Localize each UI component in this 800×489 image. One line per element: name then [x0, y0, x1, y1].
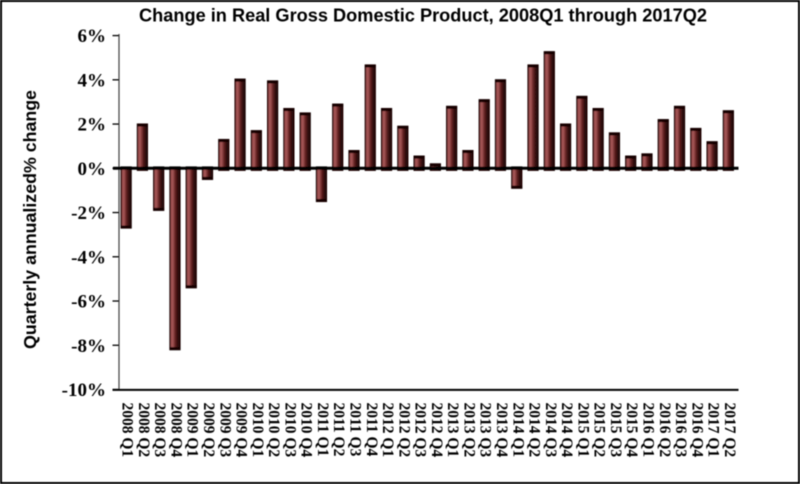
svg-text:2014 Q2: 2014 Q2: [526, 403, 543, 458]
svg-text:2010 Q3: 2010 Q3: [281, 403, 298, 458]
svg-text:2010 Q2: 2010 Q2: [265, 403, 282, 458]
svg-text:2011 Q1: 2011 Q1: [314, 403, 331, 457]
svg-text:2017 Q1: 2017 Q1: [705, 403, 722, 458]
svg-text:4%: 4%: [78, 70, 107, 91]
svg-text:2013 Q3: 2013 Q3: [477, 403, 494, 458]
svg-text:2011 Q3: 2011 Q3: [347, 403, 364, 457]
svg-text:2014 Q4: 2014 Q4: [558, 403, 575, 458]
svg-text:2016 Q1: 2016 Q1: [639, 403, 656, 458]
svg-text:2012 Q4: 2012 Q4: [428, 403, 445, 458]
svg-text:2008 Q4: 2008 Q4: [167, 403, 184, 458]
svg-text:2010 Q1: 2010 Q1: [249, 403, 266, 458]
svg-text:2009 Q1: 2009 Q1: [184, 403, 201, 458]
svg-text:2013 Q4: 2013 Q4: [493, 403, 510, 458]
svg-text:2016 Q4: 2016 Q4: [688, 403, 705, 458]
svg-text:2016 Q3: 2016 Q3: [672, 403, 689, 458]
svg-text:2008 Q1: 2008 Q1: [119, 403, 136, 458]
svg-text:2010 Q4: 2010 Q4: [298, 403, 315, 458]
svg-text:2%: 2%: [78, 115, 107, 136]
svg-text:-4%: -4%: [71, 247, 106, 268]
svg-text:2016 Q2: 2016 Q2: [656, 403, 673, 458]
svg-text:2015 Q2: 2015 Q2: [591, 403, 608, 458]
svg-text:2012 Q3: 2012 Q3: [412, 403, 429, 458]
svg-text:2015 Q4: 2015 Q4: [623, 403, 640, 458]
svg-text:-8%: -8%: [71, 336, 106, 357]
svg-text:2015 Q3: 2015 Q3: [607, 403, 624, 458]
svg-text:Change in Real Gross Domestic: Change in Real Gross Domestic Product, 2…: [139, 6, 707, 26]
svg-text:-2%: -2%: [71, 203, 106, 224]
svg-text:2013 Q1: 2013 Q1: [444, 403, 461, 458]
svg-text:2015 Q1: 2015 Q1: [574, 403, 591, 458]
svg-text:2011 Q2: 2011 Q2: [330, 403, 347, 457]
svg-text:-10%: -10%: [62, 380, 106, 401]
svg-text:2014 Q3: 2014 Q3: [542, 403, 559, 458]
svg-text:2014 Q1: 2014 Q1: [509, 403, 526, 458]
svg-text:2009 Q2: 2009 Q2: [200, 403, 217, 458]
svg-text:-6%: -6%: [71, 292, 106, 313]
svg-text:2008 Q2: 2008 Q2: [135, 403, 152, 458]
svg-text:2011 Q4: 2011 Q4: [363, 403, 380, 457]
svg-text:6%: 6%: [78, 26, 107, 47]
svg-text:2013 Q2: 2013 Q2: [460, 403, 477, 458]
svg-text:2009 Q3: 2009 Q3: [216, 403, 233, 458]
svg-text:Quarterly annualized% change: Quarterly annualized% change: [20, 90, 40, 349]
svg-text:2012 Q1: 2012 Q1: [379, 403, 396, 458]
svg-text:2012 Q2: 2012 Q2: [395, 403, 412, 458]
svg-text:2017 Q2: 2017 Q2: [721, 403, 738, 458]
svg-text:2008 Q3: 2008 Q3: [151, 403, 168, 458]
svg-text:2009 Q4: 2009 Q4: [233, 403, 250, 458]
svg-text:0%: 0%: [78, 159, 107, 180]
